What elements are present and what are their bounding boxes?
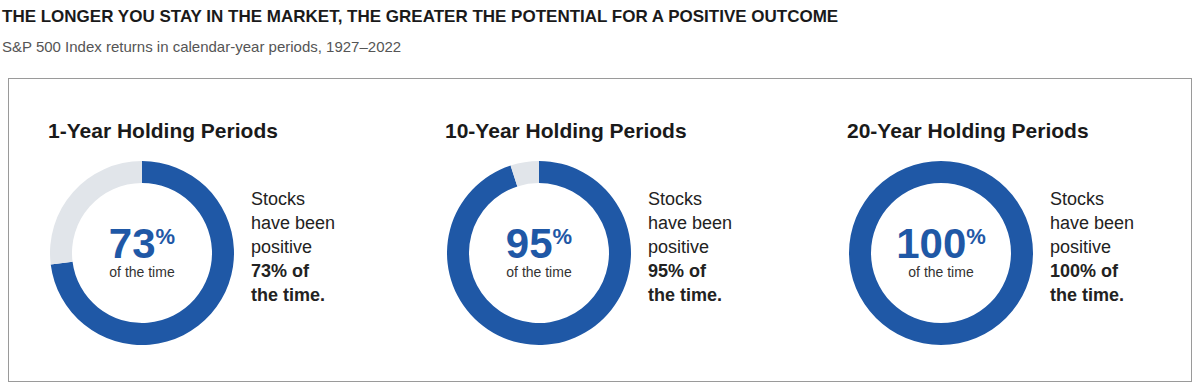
caption: of the time xyxy=(109,264,175,280)
note-emphasis: 73% of xyxy=(251,261,310,281)
panel-title: 1-Year Holding Periods xyxy=(48,119,278,142)
note: Stocks xyxy=(1050,189,1104,209)
note-emphasis: the time. xyxy=(1050,285,1124,305)
panel: 1-Year Holding Periods73%of the timeStoc… xyxy=(48,119,335,345)
note-emphasis: the time. xyxy=(648,285,722,305)
data-label: 73% xyxy=(109,220,175,267)
panel: 20-Year Holding Periods100%of the timeSt… xyxy=(847,119,1134,345)
chart-root: THE LONGER YOU STAY IN THE MARKET, THE G… xyxy=(0,0,1200,390)
slice xyxy=(51,161,234,345)
slice xyxy=(447,161,631,345)
caption: of the time xyxy=(506,264,572,280)
slice xyxy=(511,161,539,186)
data-label-number: 95 xyxy=(506,220,553,267)
data-label-unit: % xyxy=(966,224,986,249)
frame xyxy=(9,79,1192,382)
note: Stocks xyxy=(251,189,305,209)
donut xyxy=(50,161,234,345)
slice xyxy=(849,161,1033,345)
data-label: 95% xyxy=(506,220,572,267)
panel: 10-Year Holding Periods95%of the timeSto… xyxy=(445,119,732,345)
data-label: 100% xyxy=(896,220,986,267)
data-label-number: 73 xyxy=(109,220,156,267)
data-label-unit: % xyxy=(553,224,573,249)
data-label-unit: % xyxy=(156,224,176,249)
note-emphasis: the time. xyxy=(251,285,325,305)
note: positive xyxy=(251,237,312,257)
donut xyxy=(447,161,631,345)
subtitle: S&P 500 Index returns in calendar-year p… xyxy=(2,38,401,55)
title: THE LONGER YOU STAY IN THE MARKET, THE G… xyxy=(2,7,838,26)
note: positive xyxy=(648,237,709,257)
panel-title: 10-Year Holding Periods xyxy=(445,119,687,142)
note: have been xyxy=(1050,213,1134,233)
note: Stocks xyxy=(648,189,702,209)
note: have been xyxy=(251,213,335,233)
note-emphasis: 95% of xyxy=(648,261,707,281)
note-emphasis: 100% of xyxy=(1050,261,1119,281)
panel-title: 20-Year Holding Periods xyxy=(847,119,1089,142)
caption: of the time xyxy=(908,264,974,280)
note: have been xyxy=(648,213,732,233)
data-label-number: 100 xyxy=(896,220,966,267)
slice xyxy=(941,161,942,183)
donut xyxy=(849,161,1033,345)
note: positive xyxy=(1050,237,1111,257)
